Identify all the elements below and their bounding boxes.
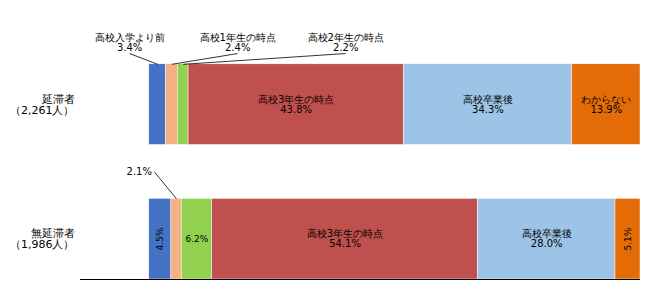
svg-text:5.1%: 5.1%: [623, 227, 633, 250]
svg-text:6.2%: 6.2%: [185, 234, 208, 244]
svg-text:延滞者（2,261人）: 延滞者（2,261人）: [10, 93, 75, 117]
svg-text:わからない13.9%: わからない13.9%: [581, 94, 631, 115]
svg-text:高校3年生の時点54.1%: 高校3年生の時点54.1%: [307, 228, 383, 249]
svg-text:高校1年生の時点2.4%: 高校1年生の時点2.4%: [200, 32, 276, 53]
svg-text:高校3年生の時点43.8%: 高校3年生の時点43.8%: [258, 94, 334, 115]
svg-text:高校卒業後28.0%: 高校卒業後28.0%: [522, 228, 572, 249]
svg-text:2.1%: 2.1%: [127, 166, 152, 177]
svg-text:高校入学より前3.4%: 高校入学より前3.4%: [95, 32, 165, 53]
svg-text:4.5%: 4.5%: [155, 227, 165, 250]
svg-text:無延滞者（1,986人）: 無延滞者（1,986人）: [10, 227, 75, 251]
svg-text:高校卒業後34.3%: 高校卒業後34.3%: [463, 94, 513, 115]
svg-text:高校2年生の時点2.2%: 高校2年生の時点2.2%: [308, 32, 384, 53]
